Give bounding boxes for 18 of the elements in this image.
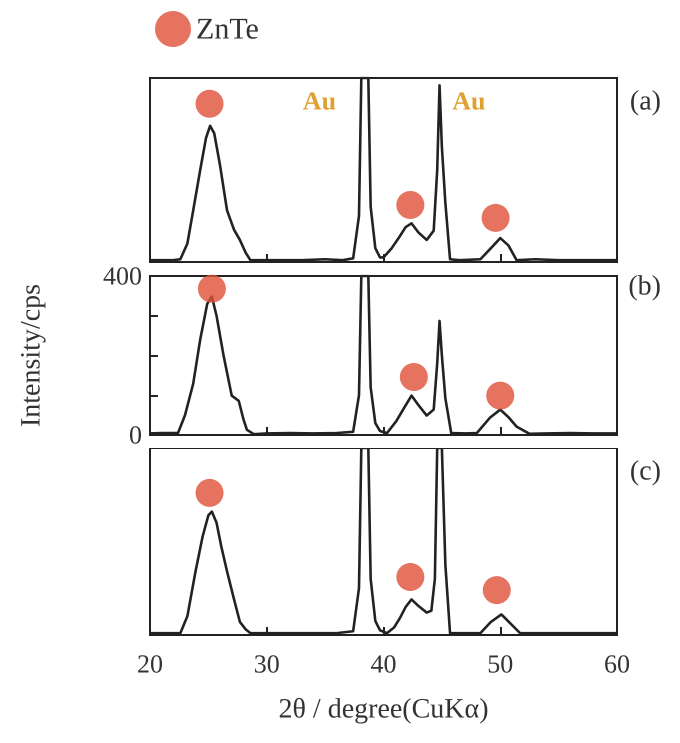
chart-title: (c) xyxy=(630,456,661,486)
legend-label: ZnTe xyxy=(196,12,259,46)
chart-title: (b) xyxy=(628,270,662,302)
y-tick-label: 400 xyxy=(103,262,142,290)
point xyxy=(486,382,514,410)
x-tick-label: 20 xyxy=(137,650,163,678)
x-tick-label: 40 xyxy=(370,650,396,678)
y-axis-title: Intensity/cps xyxy=(16,284,46,428)
annotation: Au xyxy=(302,86,336,116)
point xyxy=(400,362,428,391)
x-tick-label: 30 xyxy=(254,650,280,678)
chart-title: (a) xyxy=(630,86,661,116)
y-tick-label: 0 xyxy=(129,420,142,450)
point xyxy=(198,274,226,303)
annotation: Au xyxy=(452,86,486,116)
x-tick-label: 60 xyxy=(604,650,630,678)
x-axis-title: 2θ / degree(CuKα) xyxy=(278,694,489,724)
x-tick-label: 50 xyxy=(487,650,514,678)
